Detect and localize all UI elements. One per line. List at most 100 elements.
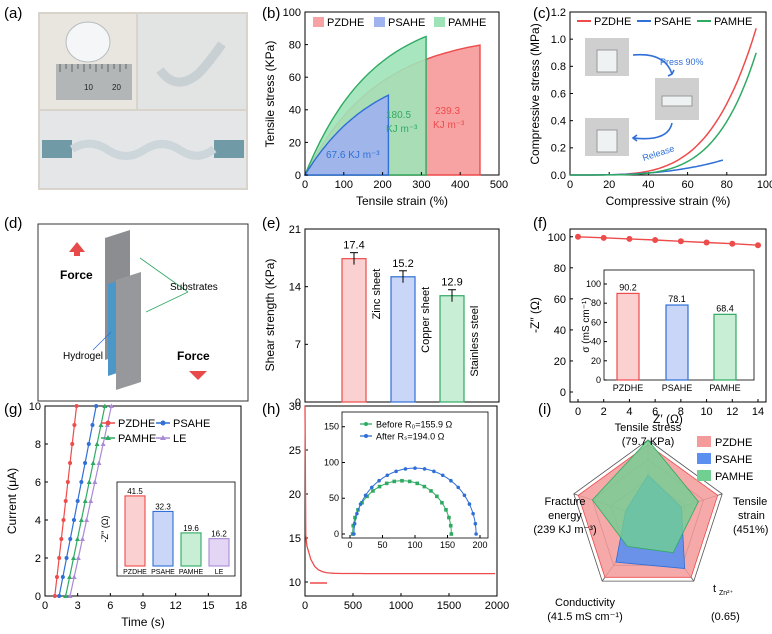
release-label: Release [641, 143, 676, 163]
inset-bar-category: PAMHE [179, 569, 204, 576]
nyquist-point [94, 441, 100, 446]
c-x-tick-label: 60 [681, 179, 693, 191]
radar-grid-ring [573, 439, 723, 582]
y-axis-title-e: Shear strength (KPa) [263, 259, 277, 372]
c-x-tick-label: 0 [567, 179, 573, 191]
h-x-tick-label: 1000 [389, 600, 413, 612]
hydrogel-label: Hydrogel [63, 351, 103, 362]
nyquist-point [74, 536, 80, 541]
b-x-tick-label: 400 [451, 179, 469, 191]
bar-category-label: Zinc sheet [371, 269, 383, 320]
hydrogel-pressed [661, 95, 693, 107]
nyquist-point [78, 517, 84, 522]
inset-semicircle-after [353, 467, 477, 535]
b-x-tick-label: 100 [335, 179, 353, 191]
g-y-tick-label: 0 [35, 591, 41, 603]
bar-value-label: 12.9 [441, 277, 462, 289]
release-arrow [632, 122, 673, 140]
c-x-tick-label: 100 [757, 179, 772, 191]
radar-legend-label: PSAHE [715, 454, 752, 466]
legend-label-psahe: PSAHE [388, 17, 425, 29]
retention-point [600, 234, 607, 241]
inset-bar-category: PSAHE [151, 569, 175, 576]
f-x-tick-label: 14 [752, 406, 764, 418]
inset-h-x-tick-label: 50 [377, 540, 387, 550]
radar-axis-label-2: Tensile [733, 496, 767, 508]
line-pamhe [570, 52, 757, 176]
h-y-tick-label: 25 [289, 445, 301, 457]
x-axis-title-g: Time (s) [121, 615, 165, 629]
legend-marker-g [105, 435, 111, 440]
energy-label-pamhe: 180.5 [386, 110, 411, 121]
substrate-pointer-1 [139, 257, 189, 293]
b-y-tick-label: 100 [283, 7, 301, 19]
y-axis-title-g: Current (μA) [5, 468, 19, 534]
retention-point [703, 239, 710, 246]
f-y-tick-label: 60 [554, 294, 566, 306]
retention-point [652, 237, 659, 244]
energy-label-psahe: 67.6 KJ m⁻³ [326, 150, 380, 161]
radar-legend-swatch [697, 436, 711, 447]
inset-bar-value: 32.3 [155, 502, 171, 511]
radar-axis-value-2: (451%) [733, 524, 768, 536]
nyquist-point [82, 498, 88, 503]
panel-label-h: (h) [262, 401, 280, 418]
inset-frame-h [341, 411, 489, 539]
nyquist-point [70, 442, 75, 446]
bar-1 [341, 258, 367, 403]
h-x-tick-label: 0 [302, 600, 308, 612]
panel-f: (f) 0 2 4 6 8 10 12 14 0 20 40 60 80 100 0 20 40 60 80 100… [528, 215, 767, 426]
inset-bar-value: 41.5 [127, 487, 143, 496]
bar-category-label: Stainless steel [469, 306, 481, 377]
hydrogel-cylinder [596, 49, 618, 73]
panel-i: (i) Tensile stress (79.7 KPa) Tensile strai… [533, 401, 768, 623]
e-y-tick-label: 21 [289, 224, 301, 236]
b-y-tick-label: 60 [289, 72, 301, 84]
legend-label-g: LE [173, 433, 186, 445]
press-label: Press 90% [660, 57, 704, 67]
c-y-tick-label: 0.0 [551, 170, 566, 182]
energy-unit-pamhe: KJ m⁻³ [386, 124, 418, 135]
inset-h-y-tick-label: 100 [324, 457, 339, 467]
energy-unit-pzdhe: KJ m⁻³ [433, 120, 465, 131]
g-x-tick-label: 12 [170, 600, 182, 612]
nyquist-point [92, 479, 98, 484]
force-label-bottom: Force [177, 349, 210, 363]
panel-label-a: (a) [4, 5, 22, 22]
radar-axis-label-1: Tensile stress [615, 422, 682, 434]
c-y-tick-label: 0.4 [551, 116, 566, 128]
b-x-tick-label: 300 [412, 179, 430, 191]
inset-y-title-f: σ (mS cm⁻¹) [581, 297, 592, 352]
clamp-right [214, 140, 244, 158]
radar-axis-label-5: Fracture [545, 496, 586, 508]
inset-point-before [449, 532, 454, 536]
retention-point [729, 240, 736, 247]
b-x-tick-label: 0 [302, 179, 308, 191]
e-y-tick-label: 0 [295, 397, 301, 409]
nyquist-point [54, 575, 59, 579]
nyquist-point [79, 480, 84, 484]
legend-marker-g [105, 420, 111, 426]
inset-bar-value: 19.6 [183, 524, 199, 533]
inset-h-x-tick-label: 200 [472, 540, 487, 550]
legend-label-g: PZDHE [118, 418, 155, 430]
g-y-tick-label: 6 [35, 477, 41, 489]
bar-value-label: 15.2 [392, 258, 413, 270]
retention-point [677, 238, 684, 245]
radar-legend-swatch [697, 453, 711, 464]
nyquist-point [83, 461, 88, 465]
radar-axis-value-3: (0.65) [711, 611, 740, 623]
twisted-hydrogel [69, 139, 217, 160]
nyquist-point [90, 423, 95, 427]
inset-y-title-g: -Z″ (Ω) [100, 516, 110, 543]
nyquist-point [68, 461, 73, 465]
retention-point [626, 235, 633, 242]
ruler-ticks [59, 64, 127, 72]
nyquist-point [86, 479, 92, 484]
radar-axis-sub-3: Zn²⁺ [719, 590, 734, 597]
nyquist-point [94, 404, 99, 408]
x-axis-title-f: Z′ (Ω) [653, 412, 683, 426]
legend-label-pzdhe: PZDHE [594, 16, 631, 28]
c-x-tick-label: 80 [721, 179, 733, 191]
